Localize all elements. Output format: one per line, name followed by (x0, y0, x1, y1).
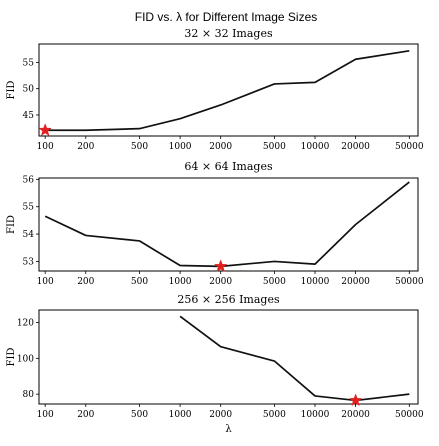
x-tick-label: 2000 (209, 142, 232, 152)
x-tick-label: 50000 (395, 142, 424, 152)
x-tick-label: 10000 (301, 277, 330, 287)
x-tick-label: 500 (131, 142, 148, 152)
y-axis-label: FID (6, 215, 17, 234)
x-tick-label: 200 (77, 142, 94, 152)
y-tick-label: 45 (23, 111, 35, 121)
y-tick-label: 53 (23, 257, 35, 267)
x-tick-label: 1000 (169, 410, 192, 420)
x-tick-label: 5000 (263, 277, 286, 287)
x-tick-label: 200 (77, 410, 94, 420)
y-tick-label: 56 (23, 175, 35, 185)
y-axis-label: FID (6, 348, 17, 367)
x-tick-label: 50000 (395, 410, 424, 420)
plot-frame (38, 177, 419, 272)
plot-frame (38, 309, 419, 405)
best-point-star-marker (349, 393, 362, 406)
series-line (45, 49, 410, 132)
x-tick-label: 20000 (341, 142, 370, 152)
x-tick-label: 2000 (209, 277, 232, 287)
y-tick-label: 120 (17, 319, 34, 329)
x-tick-label: 5000 (263, 142, 286, 152)
y-tick-label: 50 (23, 85, 35, 95)
x-tick-label: 500 (131, 277, 148, 287)
x-tick-label: 10000 (301, 410, 330, 420)
y-tick-label: 55 (23, 203, 35, 213)
chart-title: 32 × 32 Images (184, 27, 273, 40)
x-tick-label: 1000 (169, 142, 192, 152)
best-point-star-marker (38, 123, 52, 136)
series-line (179, 315, 410, 402)
y-tick-label: 55 (23, 58, 35, 68)
x-tick-label: 500 (131, 410, 148, 420)
x-axis-label: λ (225, 424, 232, 435)
x-tick-label: 50000 (395, 277, 424, 287)
x-tick-label: 100 (37, 142, 54, 152)
y-tick-label: 100 (17, 354, 34, 364)
chart-panel-1: 32 × 32 Images FID 100 200 500 1000 2000 5000 10… (6, 27, 424, 152)
chart-title: 64 × 64 Images (184, 160, 273, 173)
x-tick-label: 20000 (341, 277, 370, 287)
x-tick-label: 100 (37, 410, 54, 420)
x-tick-label: 10000 (301, 142, 330, 152)
y-tick-label: 54 (23, 230, 35, 240)
y-axis-label: FID (6, 81, 17, 100)
x-tick-label: 100 (37, 277, 54, 287)
chart-title: 256 × 256 Images (177, 293, 280, 306)
x-tick-label: 5000 (263, 410, 286, 420)
best-point-star-marker (214, 259, 227, 272)
chart-panel-2: 64 × 64 Images FID 100 200 500 1000 2000 5000 10… (6, 160, 424, 287)
x-tick-label: 200 (77, 277, 94, 287)
series-line (44, 181, 410, 268)
y-tick-label: 80 (23, 390, 35, 400)
chart-panel-3: 256 × 256 Images FID λ 100 200 500 1000 2000 500… (6, 293, 424, 435)
plot-frame (38, 43, 419, 137)
x-tick-label: 1000 (169, 277, 192, 287)
x-tick-label: 2000 (209, 410, 232, 420)
x-tick-label: 20000 (341, 410, 370, 420)
figure-title: FID vs. λ for Different Image Sizes (135, 10, 318, 24)
